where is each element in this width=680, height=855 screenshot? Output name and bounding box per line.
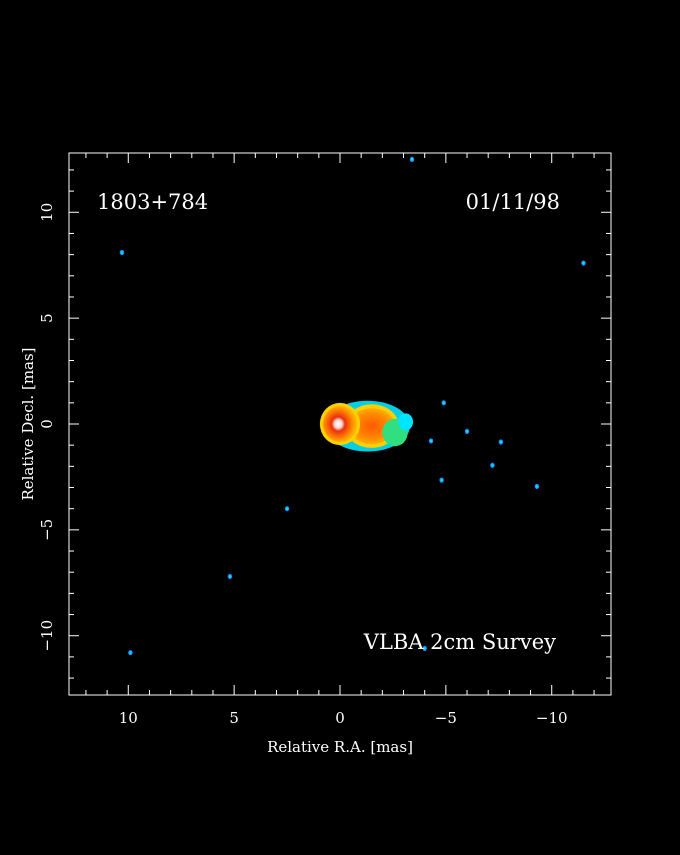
y-axis-label: Relative Decl. [mas]: [19, 347, 37, 500]
x-tick-label: 0: [335, 709, 345, 727]
noise-spot-core: [423, 647, 426, 650]
source-name-label: 1803+784: [97, 190, 208, 214]
noise-spot-core: [582, 261, 585, 265]
x-tick-labels: 10 5 0 −5 −10: [119, 709, 568, 727]
noise-spot-core: [410, 158, 414, 161]
noise-spot-core: [228, 575, 232, 578]
x-tick-label: 5: [229, 709, 239, 727]
epoch-date-label: 01/11/98: [466, 190, 560, 214]
x-tick-label: 10: [119, 709, 138, 727]
y-tick-label: 5: [38, 313, 56, 323]
x-tick-label: −5: [435, 709, 457, 727]
noise-layer: [119, 156, 586, 656]
noise-spot-core: [491, 463, 494, 467]
core-component: [323, 406, 357, 442]
noise-spot-core: [499, 440, 503, 444]
jet-knot: [398, 413, 414, 431]
y-tick-labels: 10 5 0 −5 −10: [38, 203, 56, 652]
noise-spot-core: [285, 507, 289, 510]
noise-spot-core: [429, 439, 433, 443]
emission-layer: [319, 400, 414, 452]
survey-name-label: VLBA 2cm Survey: [363, 630, 556, 654]
noise-spot-core: [440, 478, 443, 482]
y-tick-label: 10: [38, 203, 56, 222]
noise-spot-core: [535, 485, 538, 488]
noise-spot-core: [465, 430, 469, 433]
y-tick-label: −5: [38, 519, 56, 541]
noise-spot-core: [129, 651, 132, 654]
tick-marks: [69, 153, 611, 695]
x-axis-label: Relative R.A. [mas]: [267, 738, 413, 756]
y-tick-label: −10: [38, 620, 56, 652]
y-tick-label: 0: [38, 419, 56, 429]
noise-spot-core: [442, 401, 445, 405]
x-tick-label: −10: [536, 709, 568, 727]
noise-spot-core: [120, 251, 124, 254]
